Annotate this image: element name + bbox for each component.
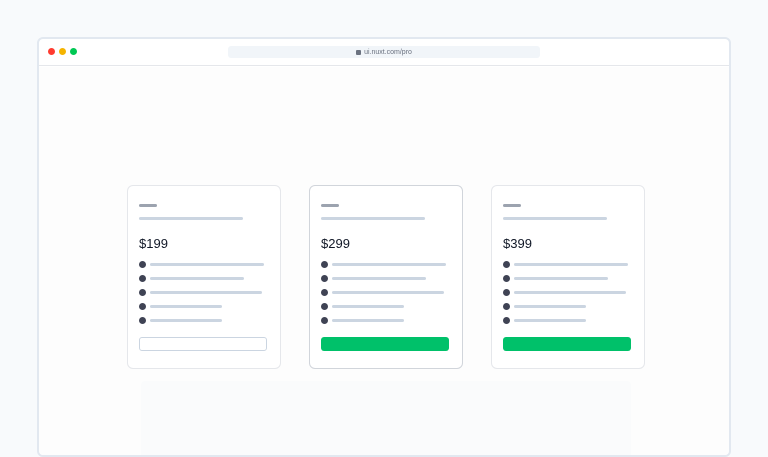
plan-description-skeleton	[139, 217, 243, 220]
select-plan-button[interactable]	[139, 337, 267, 351]
feature-item	[321, 288, 444, 296]
lock-icon	[356, 49, 362, 55]
bullet-icon	[139, 274, 146, 282]
feature-item	[321, 274, 426, 282]
pricing-card: $299	[309, 185, 463, 369]
feature-item	[503, 288, 626, 296]
feature-text-skeleton	[150, 304, 222, 308]
feature-text-skeleton	[150, 318, 222, 322]
feature-item	[503, 316, 586, 324]
pricing-card: $199	[127, 185, 281, 369]
feature-text-skeleton	[514, 290, 626, 294]
browser-window: ui.nuxt.com/pro $199 $299 $399	[37, 37, 731, 457]
bullet-icon	[139, 288, 146, 296]
bullet-icon	[503, 302, 510, 310]
feature-text-skeleton	[514, 318, 586, 322]
feature-item	[321, 260, 446, 268]
feature-item	[503, 274, 608, 282]
feature-text-skeleton	[332, 304, 404, 308]
feature-text-skeleton	[150, 262, 264, 266]
bullet-icon	[503, 288, 510, 296]
feature-text-skeleton	[514, 262, 628, 266]
plan-name-skeleton	[503, 204, 521, 207]
feature-item	[321, 316, 404, 324]
bullet-icon	[321, 274, 328, 282]
url-text: ui.nuxt.com/pro	[364, 48, 412, 56]
plan-name-skeleton	[139, 204, 157, 207]
bullet-icon	[503, 274, 510, 282]
feature-text-skeleton	[150, 276, 244, 280]
maximize-window-button[interactable]	[70, 48, 77, 55]
feature-item	[139, 316, 222, 324]
plan-description-skeleton	[503, 217, 607, 220]
feature-item	[139, 288, 262, 296]
page-content: $199 $299 $399	[39, 67, 729, 455]
plan-description-skeleton	[321, 217, 425, 220]
bullet-icon	[321, 316, 328, 324]
feature-text-skeleton	[332, 290, 444, 294]
feature-text-skeleton	[332, 318, 404, 322]
bullet-icon	[321, 288, 328, 296]
bullet-icon	[139, 260, 146, 268]
minimize-window-button[interactable]	[59, 48, 66, 55]
plan-name-skeleton	[321, 204, 339, 207]
feature-item	[503, 260, 628, 268]
feature-text-skeleton	[332, 262, 446, 266]
browser-titlebar: ui.nuxt.com/pro	[39, 39, 729, 66]
plan-price: $199	[139, 236, 168, 251]
bullet-icon	[139, 316, 146, 324]
select-plan-button[interactable]	[503, 337, 631, 351]
bullet-icon	[139, 302, 146, 310]
close-window-button[interactable]	[48, 48, 55, 55]
feature-item	[321, 302, 404, 310]
bullet-icon	[503, 316, 510, 324]
placeholder-section	[141, 381, 631, 455]
feature-item	[503, 302, 586, 310]
address-bar[interactable]: ui.nuxt.com/pro	[228, 46, 540, 58]
plan-price: $299	[321, 236, 350, 251]
plan-price: $399	[503, 236, 532, 251]
bullet-icon	[321, 302, 328, 310]
feature-item	[139, 260, 264, 268]
bullet-icon	[321, 260, 328, 268]
feature-text-skeleton	[150, 290, 262, 294]
feature-text-skeleton	[514, 304, 586, 308]
bullet-icon	[503, 260, 510, 268]
pricing-card: $399	[491, 185, 645, 369]
select-plan-button[interactable]	[321, 337, 449, 351]
feature-text-skeleton	[332, 276, 426, 280]
feature-item	[139, 302, 222, 310]
feature-text-skeleton	[514, 276, 608, 280]
feature-item	[139, 274, 244, 282]
